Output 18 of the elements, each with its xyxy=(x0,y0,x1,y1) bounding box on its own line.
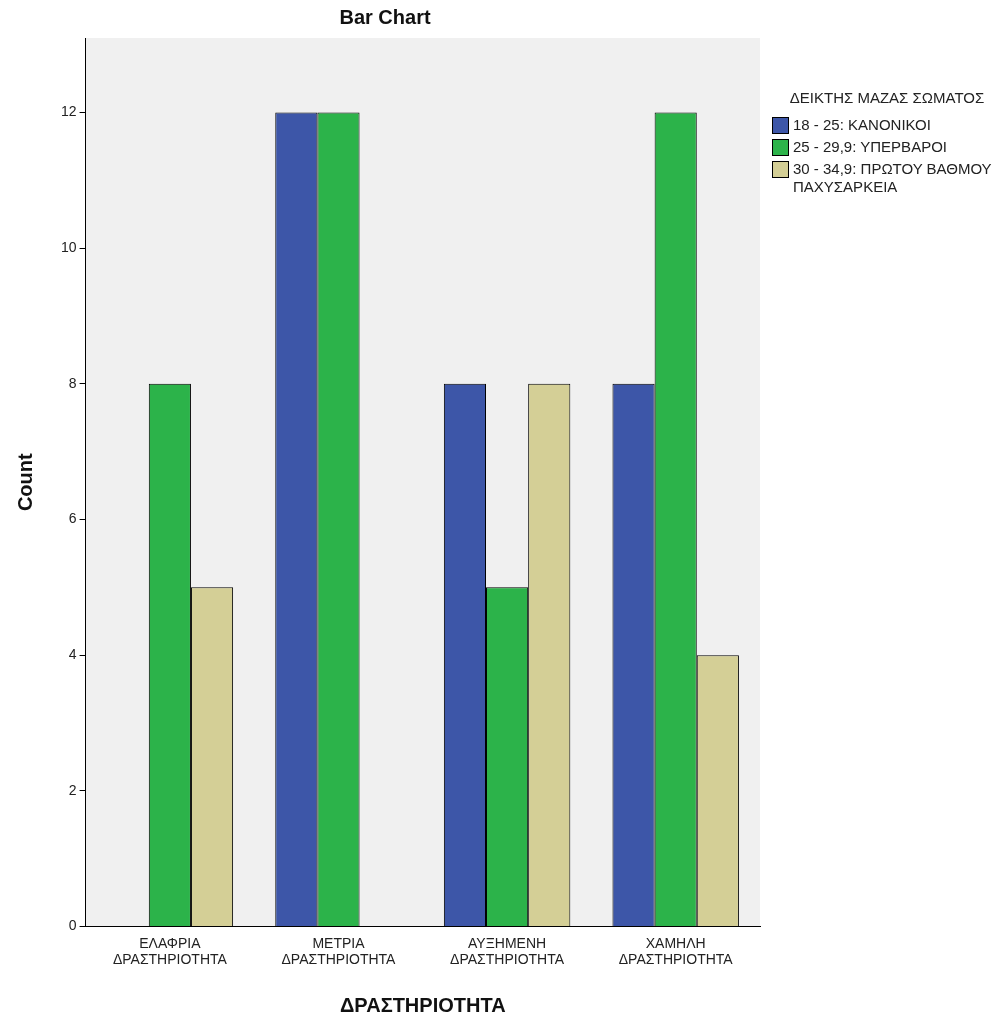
legend-label: 25 - 29,9: ΥΠΕΡΒΑΡΟΙ xyxy=(793,138,947,156)
chart-title: Bar Chart xyxy=(339,5,431,28)
y-tick-label: 12 xyxy=(60,103,77,120)
x-axis-title: ΔΡΑΣΤΗΡΙΟΤΗΤΑ xyxy=(339,993,506,1016)
x-tick-label: ΑΥΞΗΜΕΝΗ ΔΡΑΣΤΗΡΙΟΤΗΤΑ xyxy=(450,934,565,968)
y-tick-label: 2 xyxy=(68,781,77,798)
y-tick-label: 10 xyxy=(60,239,77,256)
legend-title: ΔΕΙΚΤΗΣ ΜΑΖΑΣ ΣΩΜΑΤΟΣ xyxy=(788,88,986,108)
x-tick-label: ΜΕΤΡΙΑ ΔΡΑΣΤΗΡΙΟΤΗΤΑ xyxy=(281,934,397,968)
y-tick-label: 6 xyxy=(68,510,77,527)
y-tick-label: 0 xyxy=(68,917,77,934)
y-tick-label: 4 xyxy=(68,645,77,662)
legend-label: 18 - 25: ΚΑΝΟΝΙΚΟΙ xyxy=(793,116,931,134)
x-tick-label: ΧΑΜΗΛΗ ΔΡΑΣΤΗΡΙΟΤΗΤΑ xyxy=(618,934,734,968)
y-tick-label: 8 xyxy=(68,374,77,391)
y-axis-title: Count xyxy=(13,452,36,512)
legend-label: 30 - 34,9: ΠΡΩΤΟΥ ΒΑΘΜΟΥ ΠΑΧΥΣΑΡΚΕΙΑ xyxy=(793,160,993,196)
x-tick-label: ΕΛΑΦΡΙΑ ΔΡΑΣΤΗΡΙΟΤΗΤΑ xyxy=(112,934,228,968)
